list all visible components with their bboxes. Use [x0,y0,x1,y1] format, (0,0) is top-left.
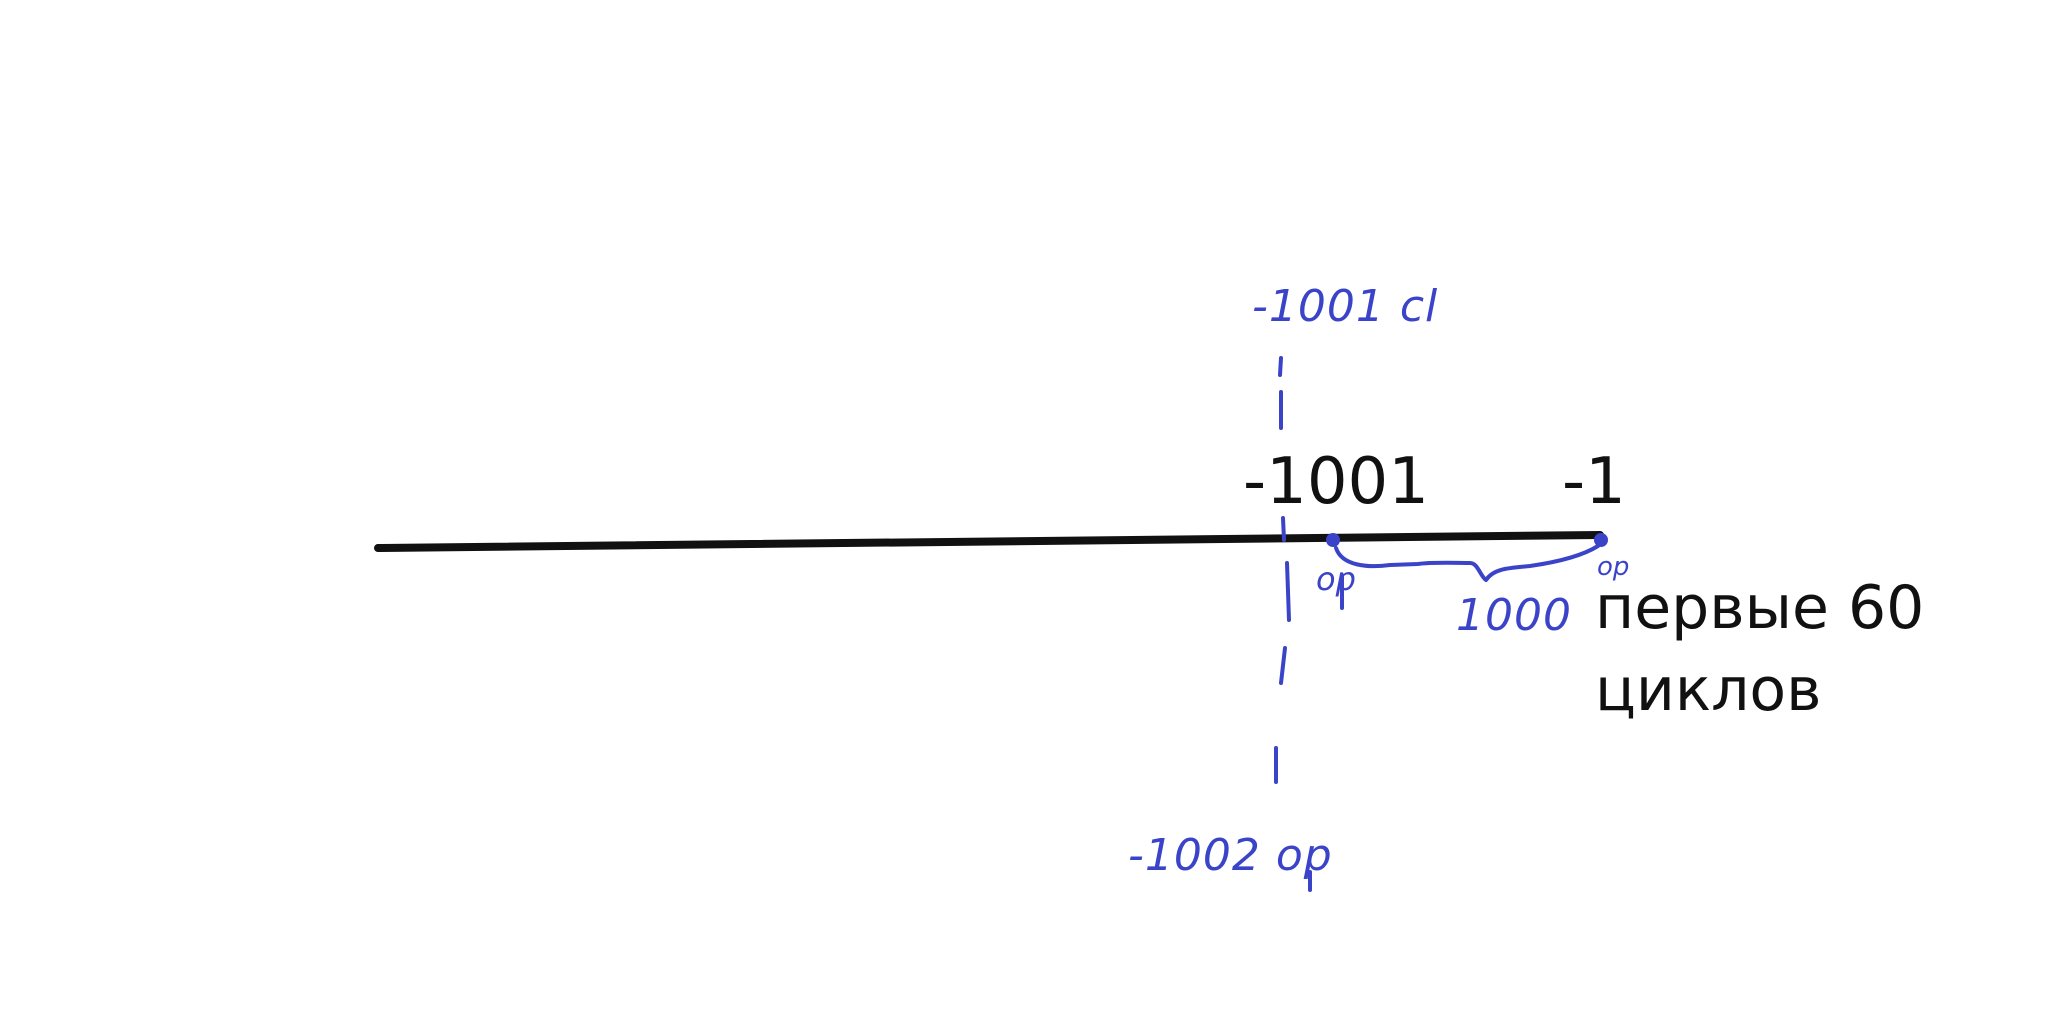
span-brace [1334,544,1600,582]
note-line-1: первые 60 [1595,573,1924,643]
tick-label-right: -1 [1562,445,1626,519]
note-line-2: циклов [1595,655,1822,725]
number-line [374,531,1604,552]
annotation-span: 1000 [1456,590,1572,641]
point-marker-left [1326,533,1340,547]
annotation-point-left: op [1316,560,1356,598]
annotation-bottom: -1002 op [1128,830,1333,881]
annotation-top: -1001 cl [1252,281,1438,332]
annotation-point-right: op [1597,552,1629,582]
point-marker-right [1594,533,1608,547]
tick-label-left: -1001 [1243,445,1429,519]
dashed-marker-line [1274,356,1291,784]
